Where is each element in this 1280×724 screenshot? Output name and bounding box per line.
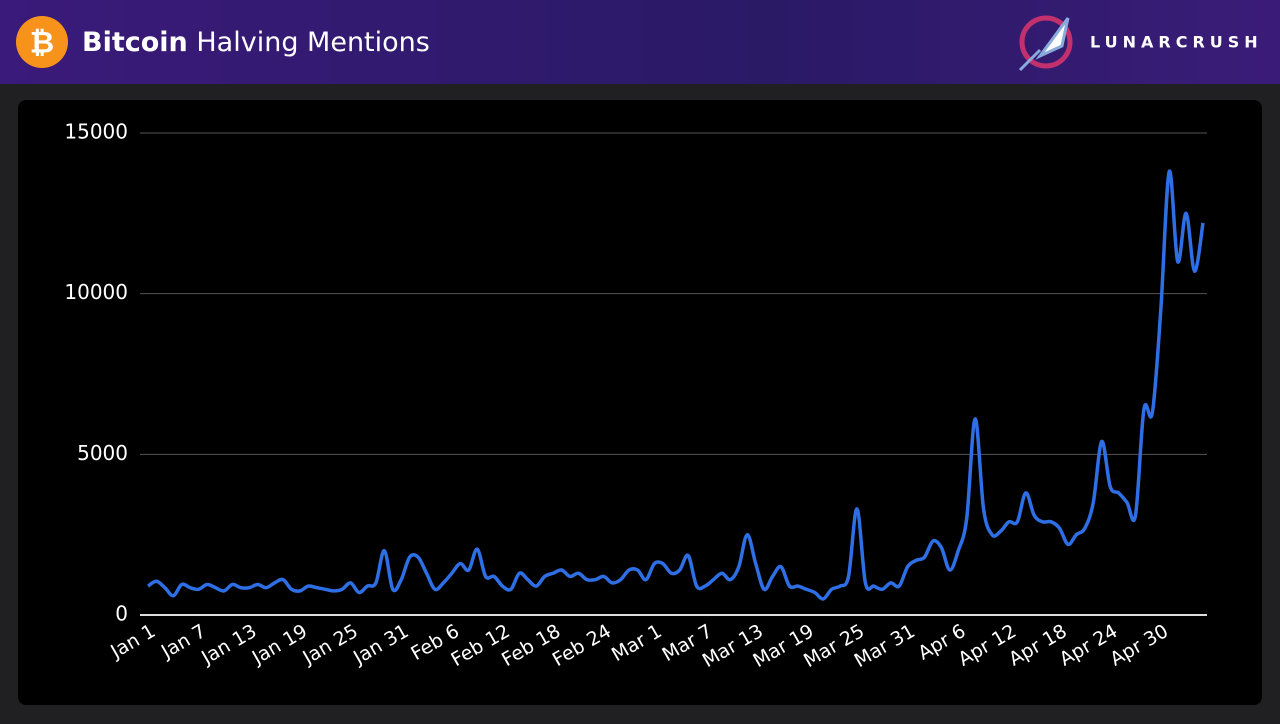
logo-ring bbox=[1019, 15, 1073, 69]
y-tick-label: 5000 bbox=[77, 441, 128, 465]
y-tick-label: 15000 bbox=[64, 120, 128, 144]
header-bar bbox=[0, 0, 1280, 84]
line-series bbox=[147, 169, 1205, 601]
y-tick-label: 10000 bbox=[64, 280, 128, 304]
logo-rocket bbox=[1018, 17, 1070, 72]
title-strong: Bitcoin bbox=[82, 27, 188, 58]
chart-panel bbox=[18, 100, 1262, 705]
title: Bitcoin Halving Mentions bbox=[82, 27, 430, 58]
bitcoin-icon bbox=[16, 16, 68, 68]
title-rest: Halving Mentions bbox=[196, 27, 429, 58]
brand: LUNARCRUSH bbox=[1090, 33, 1263, 52]
bitcoin-symbol: ₿ bbox=[30, 26, 54, 61]
y-tick-label: 0 bbox=[115, 602, 128, 626]
